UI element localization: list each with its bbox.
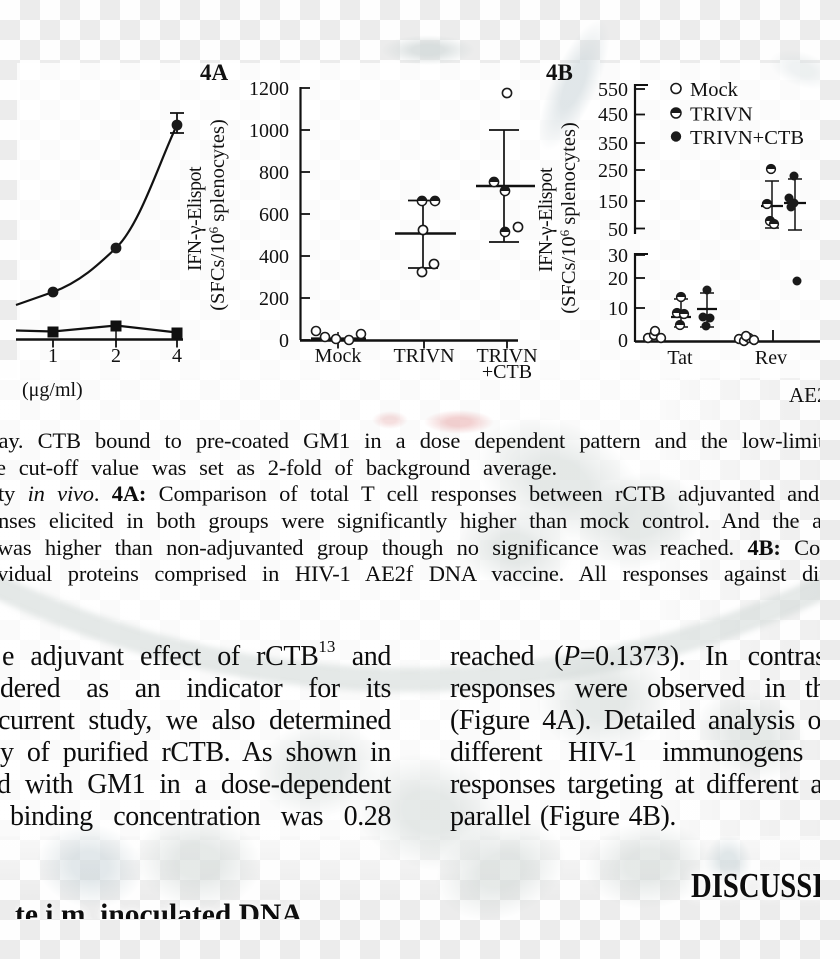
svg-text:(SFCs/106 splenocytes): (SFCs/106 splenocytes) <box>206 119 229 311</box>
svg-text:0: 0 <box>618 330 628 352</box>
svg-text:20: 20 <box>608 268 628 290</box>
svg-text:550: 550 <box>598 79 628 101</box>
svg-text:Rev: Rev <box>755 347 787 369</box>
svg-text:450: 450 <box>598 104 628 126</box>
svg-text:600: 600 <box>259 204 289 226</box>
svg-text:IFN-γ-Elispot: IFN-γ-Elispot <box>184 166 206 271</box>
svg-text:TRIVN: TRIVN <box>690 104 753 126</box>
svg-text:800: 800 <box>259 162 289 184</box>
svg-text:200: 200 <box>259 288 289 310</box>
svg-text:1200: 1200 <box>249 78 289 100</box>
svg-text:0: 0 <box>279 330 289 352</box>
svg-text:150: 150 <box>598 191 628 213</box>
svg-text:10: 10 <box>608 298 628 320</box>
svg-text:(μg/ml): (μg/ml) <box>22 379 83 401</box>
svg-text:TRIVN+CTB: TRIVN+CTB <box>690 127 804 149</box>
svg-text:250: 250 <box>598 160 628 182</box>
svg-text:Tat: Tat <box>667 347 693 369</box>
svg-text:4A: 4A <box>200 60 229 85</box>
svg-text:1: 1 <box>48 345 58 367</box>
svg-text:(SFCs/106 splenocytes): (SFCs/106 splenocytes) <box>557 122 580 314</box>
svg-text:1000: 1000 <box>249 120 289 142</box>
svg-text:TRIVN: TRIVN <box>476 345 537 367</box>
svg-text:2: 2 <box>111 345 121 367</box>
svg-text:IFN-γ-Elispot: IFN-γ-Elispot <box>535 167 557 272</box>
svg-text:50: 50 <box>608 219 628 241</box>
svg-text:400: 400 <box>259 246 289 268</box>
svg-text:Mock: Mock <box>690 79 739 101</box>
svg-text:Mock: Mock <box>315 345 362 367</box>
svg-text:TRIVN: TRIVN <box>393 345 454 367</box>
svg-text:+CTB: +CTB <box>482 361 532 383</box>
svg-text:4: 4 <box>172 345 182 367</box>
svg-text:350: 350 <box>598 133 628 155</box>
svg-text:AE2f: AE2f <box>789 383 820 407</box>
svg-text:30: 30 <box>608 245 628 267</box>
svg-text:4B: 4B <box>546 60 573 85</box>
